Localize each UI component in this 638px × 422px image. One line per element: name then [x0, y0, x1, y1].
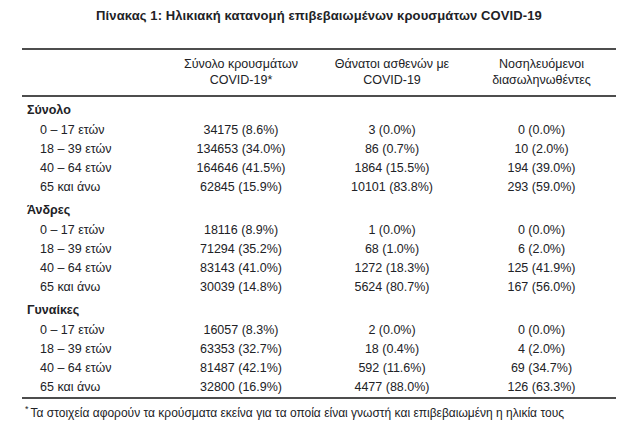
deaths-cell: 2 (0.0%)	[317, 321, 467, 340]
intubated-cell: 194 (39.0%)	[467, 159, 616, 178]
cases-cell: 63353 (32.7%)	[165, 340, 317, 359]
age-group-label: 65 και άνω	[22, 278, 165, 297]
section-row: Σύνολο	[22, 96, 616, 121]
section-row: Άνδρες	[22, 197, 616, 221]
intubated-cell: 293 (59.0%)	[467, 178, 616, 197]
table-row: 18 – 39 ετών63353 (32.7%)18 (0.4%)4 (2.0…	[22, 340, 616, 359]
cases-cell: 32800 (16.9%)	[165, 378, 317, 398]
deaths-cell: 18 (0.4%)	[317, 340, 467, 359]
deaths-cell: 68 (1.0%)	[317, 240, 467, 259]
deaths-cell: 5624 (80.7%)	[317, 278, 467, 297]
age-group-label: 0 – 17 ετών	[22, 221, 165, 240]
col-header-deaths-line1: Θάνατοι ασθενών με	[317, 56, 467, 72]
table-row: 40 – 64 ετών164646 (41.5%)1864 (15.5%)19…	[22, 159, 616, 178]
covid-age-distribution-table: Σύνολο κρουσμάτων COVID-19* Θάνατοι ασθε…	[22, 48, 616, 399]
table-row: 18 – 39 ετών134653 (34.0%)86 (0.7%)10 (2…	[22, 140, 616, 159]
deaths-cell: 1272 (18.3%)	[317, 259, 467, 278]
intubated-cell: 0 (0.0%)	[467, 321, 616, 340]
age-group-label: 40 – 64 ετών	[22, 159, 165, 178]
age-group-label: 40 – 64 ετών	[22, 259, 165, 278]
deaths-cell: 86 (0.7%)	[317, 140, 467, 159]
age-group-label: 65 και άνω	[22, 178, 165, 197]
cases-cell: 30039 (14.8%)	[165, 278, 317, 297]
table-body: Σύνολο0 – 17 ετών34175 (8.6%)3 (0.0%)0 (…	[22, 96, 616, 398]
col-header-intubated-line1: Νοσηλευόμενοι	[467, 56, 616, 72]
cases-cell: 164646 (41.5%)	[165, 159, 317, 178]
table-row: 65 και άνω30039 (14.8%)5624 (80.7%)167 (…	[22, 278, 616, 297]
header-row: Σύνολο κρουσμάτων COVID-19* Θάνατοι ασθε…	[22, 49, 616, 96]
footnote: *Τα στοιχεία αφορούν τα κρούσματα εκείνα…	[25, 404, 638, 420]
table-row: 40 – 64 ετών83143 (41.0%)1272 (18.3%)125…	[22, 259, 616, 278]
table-title: Πίνακας 1: Ηλικιακή κατανομή επιβεβαιωμέ…	[0, 8, 638, 23]
cases-cell: 18116 (8.9%)	[165, 221, 317, 240]
table-row: 0 – 17 ετών18116 (8.9%)1 (0.0%)0 (0.0%)	[22, 221, 616, 240]
cases-cell: 62845 (15.9%)	[165, 178, 317, 197]
intubated-cell: 69 (34.7%)	[467, 359, 616, 378]
intubated-cell: 126 (63.3%)	[467, 378, 616, 398]
table-row: 0 – 17 ετών34175 (8.6%)3 (0.0%)0 (0.0%)	[22, 121, 616, 140]
age-group-label: 0 – 17 ετών	[22, 121, 165, 140]
table-row: 40 – 64 ετών81487 (42.1%)592 (11.6%)69 (…	[22, 359, 616, 378]
age-group-label: 0 – 17 ετών	[22, 321, 165, 340]
col-header-deaths: Θάνατοι ασθενών με COVID-19	[317, 49, 467, 96]
col-header-cases: Σύνολο κρουσμάτων COVID-19*	[165, 49, 317, 96]
deaths-cell: 1864 (15.5%)	[317, 159, 467, 178]
table-row: 0 – 17 ετών16057 (8.3%)2 (0.0%)0 (0.0%)	[22, 321, 616, 340]
report-page: Πίνακας 1: Ηλικιακή κατανομή επιβεβαιωμέ…	[0, 0, 638, 420]
deaths-cell: 10101 (83.8%)	[317, 178, 467, 197]
col-header-cases-line1: Σύνολο κρουσμάτων	[165, 56, 317, 72]
col-header-intubated: Νοσηλευόμενοι διασωληνωθέντες	[467, 49, 616, 96]
intubated-cell: 0 (0.0%)	[467, 221, 616, 240]
section-label: Άνδρες	[22, 197, 616, 221]
intubated-cell: 10 (2.0%)	[467, 140, 616, 159]
section-row: Γυναίκες	[22, 297, 616, 321]
col-header-intubated-line2: διασωληνωθέντες	[467, 72, 616, 88]
intubated-cell: 125 (41.9%)	[467, 259, 616, 278]
intubated-cell: 0 (0.0%)	[467, 121, 616, 140]
cases-cell: 16057 (8.3%)	[165, 321, 317, 340]
intubated-cell: 6 (2.0%)	[467, 240, 616, 259]
age-group-label: 40 – 64 ετών	[22, 359, 165, 378]
deaths-cell: 1 (0.0%)	[317, 221, 467, 240]
table-row: 65 και άνω32800 (16.9%)4477 (88.0%)126 (…	[22, 378, 616, 398]
col-header-cases-line2: COVID-19*	[165, 72, 317, 88]
cases-cell: 134653 (34.0%)	[165, 140, 317, 159]
deaths-cell: 4477 (88.0%)	[317, 378, 467, 398]
age-group-label: 65 και άνω	[22, 378, 165, 398]
footnote-marker: *	[25, 404, 29, 414]
age-group-label: 18 – 39 ετών	[22, 140, 165, 159]
section-label: Σύνολο	[22, 96, 616, 121]
cases-cell: 83143 (41.0%)	[165, 259, 317, 278]
cases-cell: 81487 (42.1%)	[165, 359, 317, 378]
deaths-cell: 3 (0.0%)	[317, 121, 467, 140]
table-header: Σύνολο κρουσμάτων COVID-19* Θάνατοι ασθε…	[22, 49, 616, 96]
table-row: 18 – 39 ετών71294 (35.2%)68 (1.0%)6 (2.0…	[22, 240, 616, 259]
intubated-cell: 4 (2.0%)	[467, 340, 616, 359]
corner-cell	[22, 49, 165, 96]
table-row: 65 και άνω62845 (15.9%)10101 (83.8%)293 …	[22, 178, 616, 197]
deaths-cell: 592 (11.6%)	[317, 359, 467, 378]
section-label: Γυναίκες	[22, 297, 616, 321]
cases-cell: 34175 (8.6%)	[165, 121, 317, 140]
intubated-cell: 167 (56.0%)	[467, 278, 616, 297]
age-group-label: 18 – 39 ετών	[22, 340, 165, 359]
col-header-deaths-line2: COVID-19	[317, 72, 467, 88]
footnote-text: Τα στοιχεία αφορούν τα κρούσματα εκείνα …	[31, 406, 564, 420]
age-group-label: 18 – 39 ετών	[22, 240, 165, 259]
cases-cell: 71294 (35.2%)	[165, 240, 317, 259]
